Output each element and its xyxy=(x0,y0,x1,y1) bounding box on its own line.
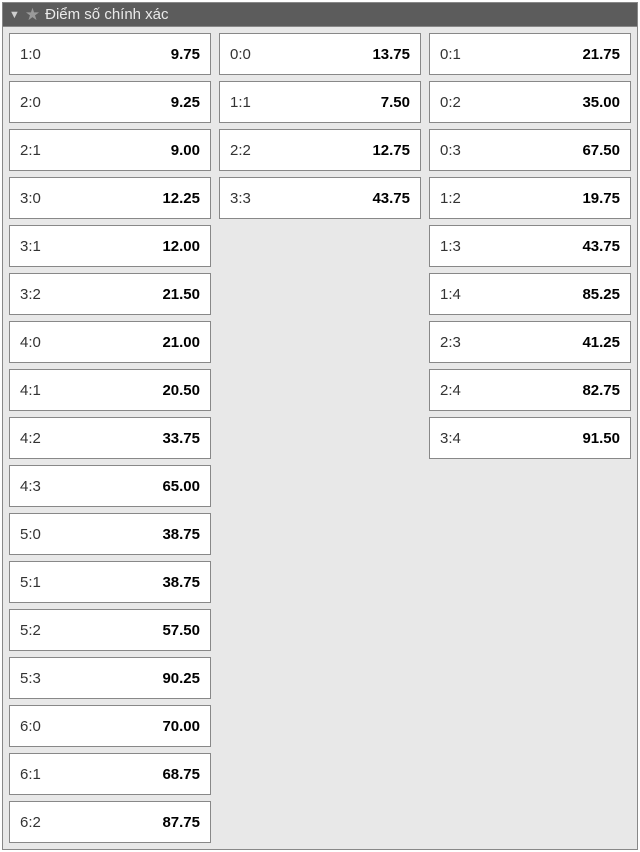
correct-score-panel: ▼ ★ Điểm số chính xác 1:0 9.75 2:0 9.25 2:1 9… xyxy=(2,2,638,850)
odds-cell[interactable]: 1:3 43.75 xyxy=(429,225,631,267)
odds-cell[interactable]: 0:0 13.75 xyxy=(219,33,421,75)
odds-value: 43.75 xyxy=(372,190,410,207)
panel-body: 1:0 9.75 2:0 9.25 2:1 9.00 3:0 12.25 3:1 12.00 3:2… xyxy=(3,27,637,849)
score-label: 4:3 xyxy=(20,478,41,495)
odds-value: 20.50 xyxy=(162,382,200,399)
odds-cell[interactable]: 2:3 41.25 xyxy=(429,321,631,363)
odds-value: 68.75 xyxy=(162,766,200,783)
score-label: 1:0 xyxy=(20,46,41,63)
odds-cell[interactable]: 6:2 87.75 xyxy=(9,801,211,843)
odds-value: 7.50 xyxy=(381,94,410,111)
odds-cell[interactable]: 5:3 90.25 xyxy=(9,657,211,699)
score-label: 3:4 xyxy=(440,430,461,447)
score-label: 3:2 xyxy=(20,286,41,303)
odds-value: 12.25 xyxy=(162,190,200,207)
score-label: 2:3 xyxy=(440,334,461,351)
odds-value: 91.50 xyxy=(582,430,620,447)
odds-cell[interactable]: 1:4 85.25 xyxy=(429,273,631,315)
score-label: 2:0 xyxy=(20,94,41,111)
column-draw: 0:0 13.75 1:1 7.50 2:2 12.75 3:3 43.75 xyxy=(219,33,421,843)
odds-value: 82.75 xyxy=(582,382,620,399)
score-label: 5:1 xyxy=(20,574,41,591)
odds-cell[interactable]: 2:0 9.25 xyxy=(9,81,211,123)
score-label: 5:3 xyxy=(20,670,41,687)
odds-value: 35.00 xyxy=(582,94,620,111)
odds-cell[interactable]: 5:1 38.75 xyxy=(9,561,211,603)
panel-title: Điểm số chính xác xyxy=(45,6,168,23)
odds-cell[interactable]: 3:0 12.25 xyxy=(9,177,211,219)
score-label: 1:1 xyxy=(230,94,251,111)
odds-value: 70.00 xyxy=(162,718,200,735)
odds-cell[interactable]: 1:0 9.75 xyxy=(9,33,211,75)
odds-value: 67.50 xyxy=(582,142,620,159)
odds-value: 38.75 xyxy=(162,574,200,591)
score-label: 3:3 xyxy=(230,190,251,207)
odds-cell[interactable]: 3:4 91.50 xyxy=(429,417,631,459)
odds-value: 21.75 xyxy=(582,46,620,63)
odds-value: 87.75 xyxy=(162,814,200,831)
odds-value: 19.75 xyxy=(582,190,620,207)
odds-cell[interactable]: 5:0 38.75 xyxy=(9,513,211,555)
odds-cell[interactable]: 3:3 43.75 xyxy=(219,177,421,219)
odds-value: 85.25 xyxy=(582,286,620,303)
odds-cell[interactable]: 4:1 20.50 xyxy=(9,369,211,411)
odds-cell[interactable]: 2:1 9.00 xyxy=(9,129,211,171)
odds-value: 33.75 xyxy=(162,430,200,447)
odds-value: 9.25 xyxy=(171,94,200,111)
odds-cell[interactable]: 4:3 65.00 xyxy=(9,465,211,507)
odds-cell[interactable]: 1:2 19.75 xyxy=(429,177,631,219)
odds-value: 12.75 xyxy=(372,142,410,159)
chevron-down-icon: ▼ xyxy=(9,9,20,21)
odds-value: 12.00 xyxy=(162,238,200,255)
score-label: 6:2 xyxy=(20,814,41,831)
odds-cell[interactable]: 2:4 82.75 xyxy=(429,369,631,411)
odds-value: 21.50 xyxy=(162,286,200,303)
odds-cell[interactable]: 5:2 57.50 xyxy=(9,609,211,651)
odds-cell[interactable]: 4:2 33.75 xyxy=(9,417,211,459)
odds-cell[interactable]: 4:0 21.00 xyxy=(9,321,211,363)
star-icon[interactable]: ★ xyxy=(25,6,40,23)
odds-value: 41.25 xyxy=(582,334,620,351)
odds-cell[interactable]: 3:2 21.50 xyxy=(9,273,211,315)
odds-value: 9.00 xyxy=(171,142,200,159)
score-label: 6:1 xyxy=(20,766,41,783)
score-label: 6:0 xyxy=(20,718,41,735)
odds-value: 38.75 xyxy=(162,526,200,543)
odds-value: 65.00 xyxy=(162,478,200,495)
odds-value: 21.00 xyxy=(162,334,200,351)
score-label: 0:1 xyxy=(440,46,461,63)
odds-value: 90.25 xyxy=(162,670,200,687)
score-label: 0:3 xyxy=(440,142,461,159)
score-label: 3:0 xyxy=(20,190,41,207)
odds-cell[interactable]: 0:1 21.75 xyxy=(429,33,631,75)
odds-cell[interactable]: 0:3 67.50 xyxy=(429,129,631,171)
panel-header[interactable]: ▼ ★ Điểm số chính xác xyxy=(3,3,637,27)
odds-cell[interactable]: 6:0 70.00 xyxy=(9,705,211,747)
odds-value: 13.75 xyxy=(372,46,410,63)
odds-cell[interactable]: 6:1 68.75 xyxy=(9,753,211,795)
score-label: 4:2 xyxy=(20,430,41,447)
odds-cell[interactable]: 2:2 12.75 xyxy=(219,129,421,171)
odds-cell[interactable]: 1:1 7.50 xyxy=(219,81,421,123)
column-home: 1:0 9.75 2:0 9.25 2:1 9.00 3:0 12.25 3:1 12.00 3:2… xyxy=(9,33,211,843)
score-label: 2:4 xyxy=(440,382,461,399)
score-label: 4:1 xyxy=(20,382,41,399)
score-label: 0:2 xyxy=(440,94,461,111)
score-label: 5:2 xyxy=(20,622,41,639)
odds-cell[interactable]: 0:2 35.00 xyxy=(429,81,631,123)
score-label: 5:0 xyxy=(20,526,41,543)
score-label: 4:0 xyxy=(20,334,41,351)
score-label: 1:4 xyxy=(440,286,461,303)
score-label: 0:0 xyxy=(230,46,251,63)
odds-value: 57.50 xyxy=(162,622,200,639)
odds-value: 43.75 xyxy=(582,238,620,255)
score-label: 1:2 xyxy=(440,190,461,207)
score-label: 2:2 xyxy=(230,142,251,159)
score-label: 1:3 xyxy=(440,238,461,255)
score-label: 3:1 xyxy=(20,238,41,255)
column-away: 0:1 21.75 0:2 35.00 0:3 67.50 1:2 19.75 1:3 43.75… xyxy=(429,33,631,843)
score-label: 2:1 xyxy=(20,142,41,159)
odds-cell[interactable]: 3:1 12.00 xyxy=(9,225,211,267)
odds-value: 9.75 xyxy=(171,46,200,63)
